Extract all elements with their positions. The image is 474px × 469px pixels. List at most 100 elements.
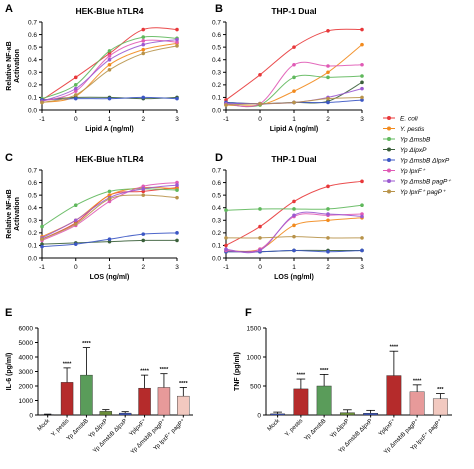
data-point [175,40,179,44]
bar [270,413,286,416]
legend-label: E. coli [400,115,418,122]
x-tick-label: 3 [175,116,179,123]
data-point [40,100,44,105]
legend-label: Yp ΔmsbB pagP⁺ [400,178,451,185]
panel-letter: B [215,3,223,15]
legend-label: Yp lpxF⁺ [400,168,426,175]
x-tick-label: 0 [258,264,262,271]
data-point [175,44,179,48]
bar [80,374,93,416]
data-point [224,236,228,240]
data-point [292,223,296,228]
bar [316,385,332,416]
y-tick-label: 0.7 [212,19,221,26]
data-point [326,212,330,216]
category-label: Yp ΔlpxP [329,418,350,439]
x-tick-label: -1 [39,116,45,123]
panel-letter: C [5,152,13,164]
y-tick-label: 1000 [247,354,262,361]
data-point [360,95,364,100]
y-tick-label: 0.5 [212,192,221,199]
data-point [258,207,262,211]
y-tick-label: 0.5 [28,44,37,51]
y-tick-label: 0.4 [28,57,37,64]
data-point [360,74,364,78]
data-point [141,27,146,32]
y-tick-label: 0.6 [212,32,221,39]
panel-title: THP-1 Dual [271,154,316,164]
legend-marker [387,189,391,194]
y-tick-label: 0.7 [28,19,37,26]
data-point [107,197,112,201]
y-tick-label: 0.7 [28,167,37,174]
data-point [258,248,262,253]
y-tick-label: 0.3 [212,70,221,77]
data-point [326,29,330,33]
x-tick-label: 2 [141,116,145,123]
data-point [326,207,330,211]
data-point [107,239,112,244]
y-tick-label: 0.2 [28,230,37,237]
category-label: Yp ΔmsbB pagP⁺ [129,417,167,455]
legend-marker [387,147,391,152]
y-tick-label: 0.0 [28,107,37,114]
data-point [107,57,112,62]
data-point [40,244,44,249]
y-tick-label: 0.3 [28,218,37,225]
x-tick-label: -1 [39,264,45,271]
data-point [224,208,228,213]
x-tick-label: 3 [175,264,179,271]
data-point [175,188,179,192]
x-tick-label: 2 [141,264,145,271]
y-tick-label: 0.5 [212,44,221,51]
y-axis-label: Relative NF-κBActivation [6,41,21,90]
panel-c: C HEK-Blue hTLR4 0.0 0.1 0.2 0.3 0.4 0.5 0.6 0.7 -… [5,152,179,281]
y-tick-label: 3000 [19,369,34,376]
panel-d: D THP-1 Dual 0.0 0.1 0.2 0.3 0.4 0.5 0.6 0.7 -1 0 1 2… [212,152,364,281]
bar [293,388,309,416]
data-point [360,236,364,240]
panel-letter: A [5,3,13,15]
panel-e: E 0 1000 2000 3000 4000 5000 6000 IL-6 (pg/ml) Mo… [5,307,193,455]
data-point [360,214,364,219]
bar [363,413,379,416]
category-label: Y. pestis [284,418,304,438]
bar [432,398,448,416]
y-tick-label: 0.0 [28,255,37,262]
x-tick-label: -1 [223,116,229,123]
significance-label: **** [413,378,422,384]
data-point [175,96,179,101]
data-point [326,96,330,101]
significance-label: **** [320,368,329,374]
data-point [224,247,228,251]
legend-group: E. coli Y. pestis Yp ΔmsbB Yp ΔlpxP Yp ΔmsbB… [383,115,451,196]
significance-label: **** [390,345,399,351]
data-point [224,103,228,107]
significance-label: **** [297,373,306,379]
y-axis-label-line: Activation [14,197,21,231]
category-label: Mock [267,417,282,432]
y-tick-label: 500 [250,383,261,390]
y-axis-label-line: Relative NF-κB [6,41,13,90]
bar [138,387,151,416]
legend-marker [387,137,391,141]
y-tick-label: 0.2 [212,230,221,237]
data-point [141,238,146,243]
data-point [175,27,179,32]
series-line [41,35,178,100]
x-axis-label: Lipid A (ng/ml) [270,126,318,133]
data-point [258,101,262,106]
data-point [107,96,112,101]
y-tick-label: 0 [257,412,261,419]
y-tick-label: 6000 [19,325,34,332]
data-point [224,243,228,248]
legend-label: Yp lpxF⁺ pagP⁺ [400,189,446,196]
data-point [292,234,296,239]
y-axis-label: Relative NF-κBActivation [6,189,21,238]
y-tick-label: 0.3 [28,70,37,77]
x-tick-label: 0 [258,116,262,123]
data-point [141,39,146,43]
data-point [107,67,112,72]
data-point [73,75,78,80]
